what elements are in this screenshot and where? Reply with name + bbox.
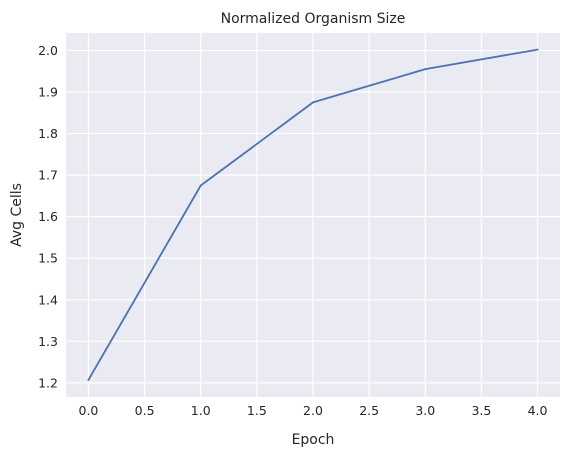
x-tick-label: 1.0	[191, 403, 211, 418]
x-tick-label: 0.0	[79, 403, 99, 418]
x-tick-label: 0.5	[135, 403, 155, 418]
data-point	[87, 379, 90, 381]
data-point	[424, 68, 427, 71]
series-group	[87, 48, 539, 381]
data-point	[536, 48, 539, 51]
y-tick-label: 1.2	[38, 375, 58, 390]
x-tick-label: 3.0	[415, 403, 435, 418]
y-tick-label: 1.8	[38, 126, 58, 141]
x-tick-label: 2.0	[303, 403, 323, 418]
y-axis-label: Avg Cells	[9, 183, 25, 247]
y-tick-label: 1.9	[38, 85, 58, 100]
y-tick-label: 1.6	[38, 209, 58, 224]
x-grid	[87, 33, 539, 397]
x-tick-label: 2.5	[359, 403, 379, 418]
data-point	[312, 101, 314, 104]
x-tick-label: 4.0	[528, 403, 548, 418]
x-tick-label: 1.5	[247, 403, 267, 418]
y-grid	[66, 49, 560, 384]
x-tick-labels: 0.0 0.5 1.0 1.5 2.0 2.5 3.0 3.5 4.0	[79, 403, 548, 418]
x-tick-label: 3.5	[471, 403, 491, 418]
y-tick-label: 1.7	[38, 168, 58, 183]
y-tick-label: 2.0	[38, 43, 58, 58]
y-tick-label: 1.5	[38, 251, 58, 266]
y-tick-labels: 1.2 1.3 1.4 1.5 1.6 1.7 1.8 1.9 2.0	[38, 43, 58, 390]
y-tick-label: 1.4	[38, 292, 58, 307]
chart-title: Normalized Organism Size	[221, 11, 406, 27]
y-tick-label: 1.3	[38, 334, 58, 349]
data-point	[199, 184, 202, 187]
x-axis-label: Epoch	[292, 432, 335, 448]
